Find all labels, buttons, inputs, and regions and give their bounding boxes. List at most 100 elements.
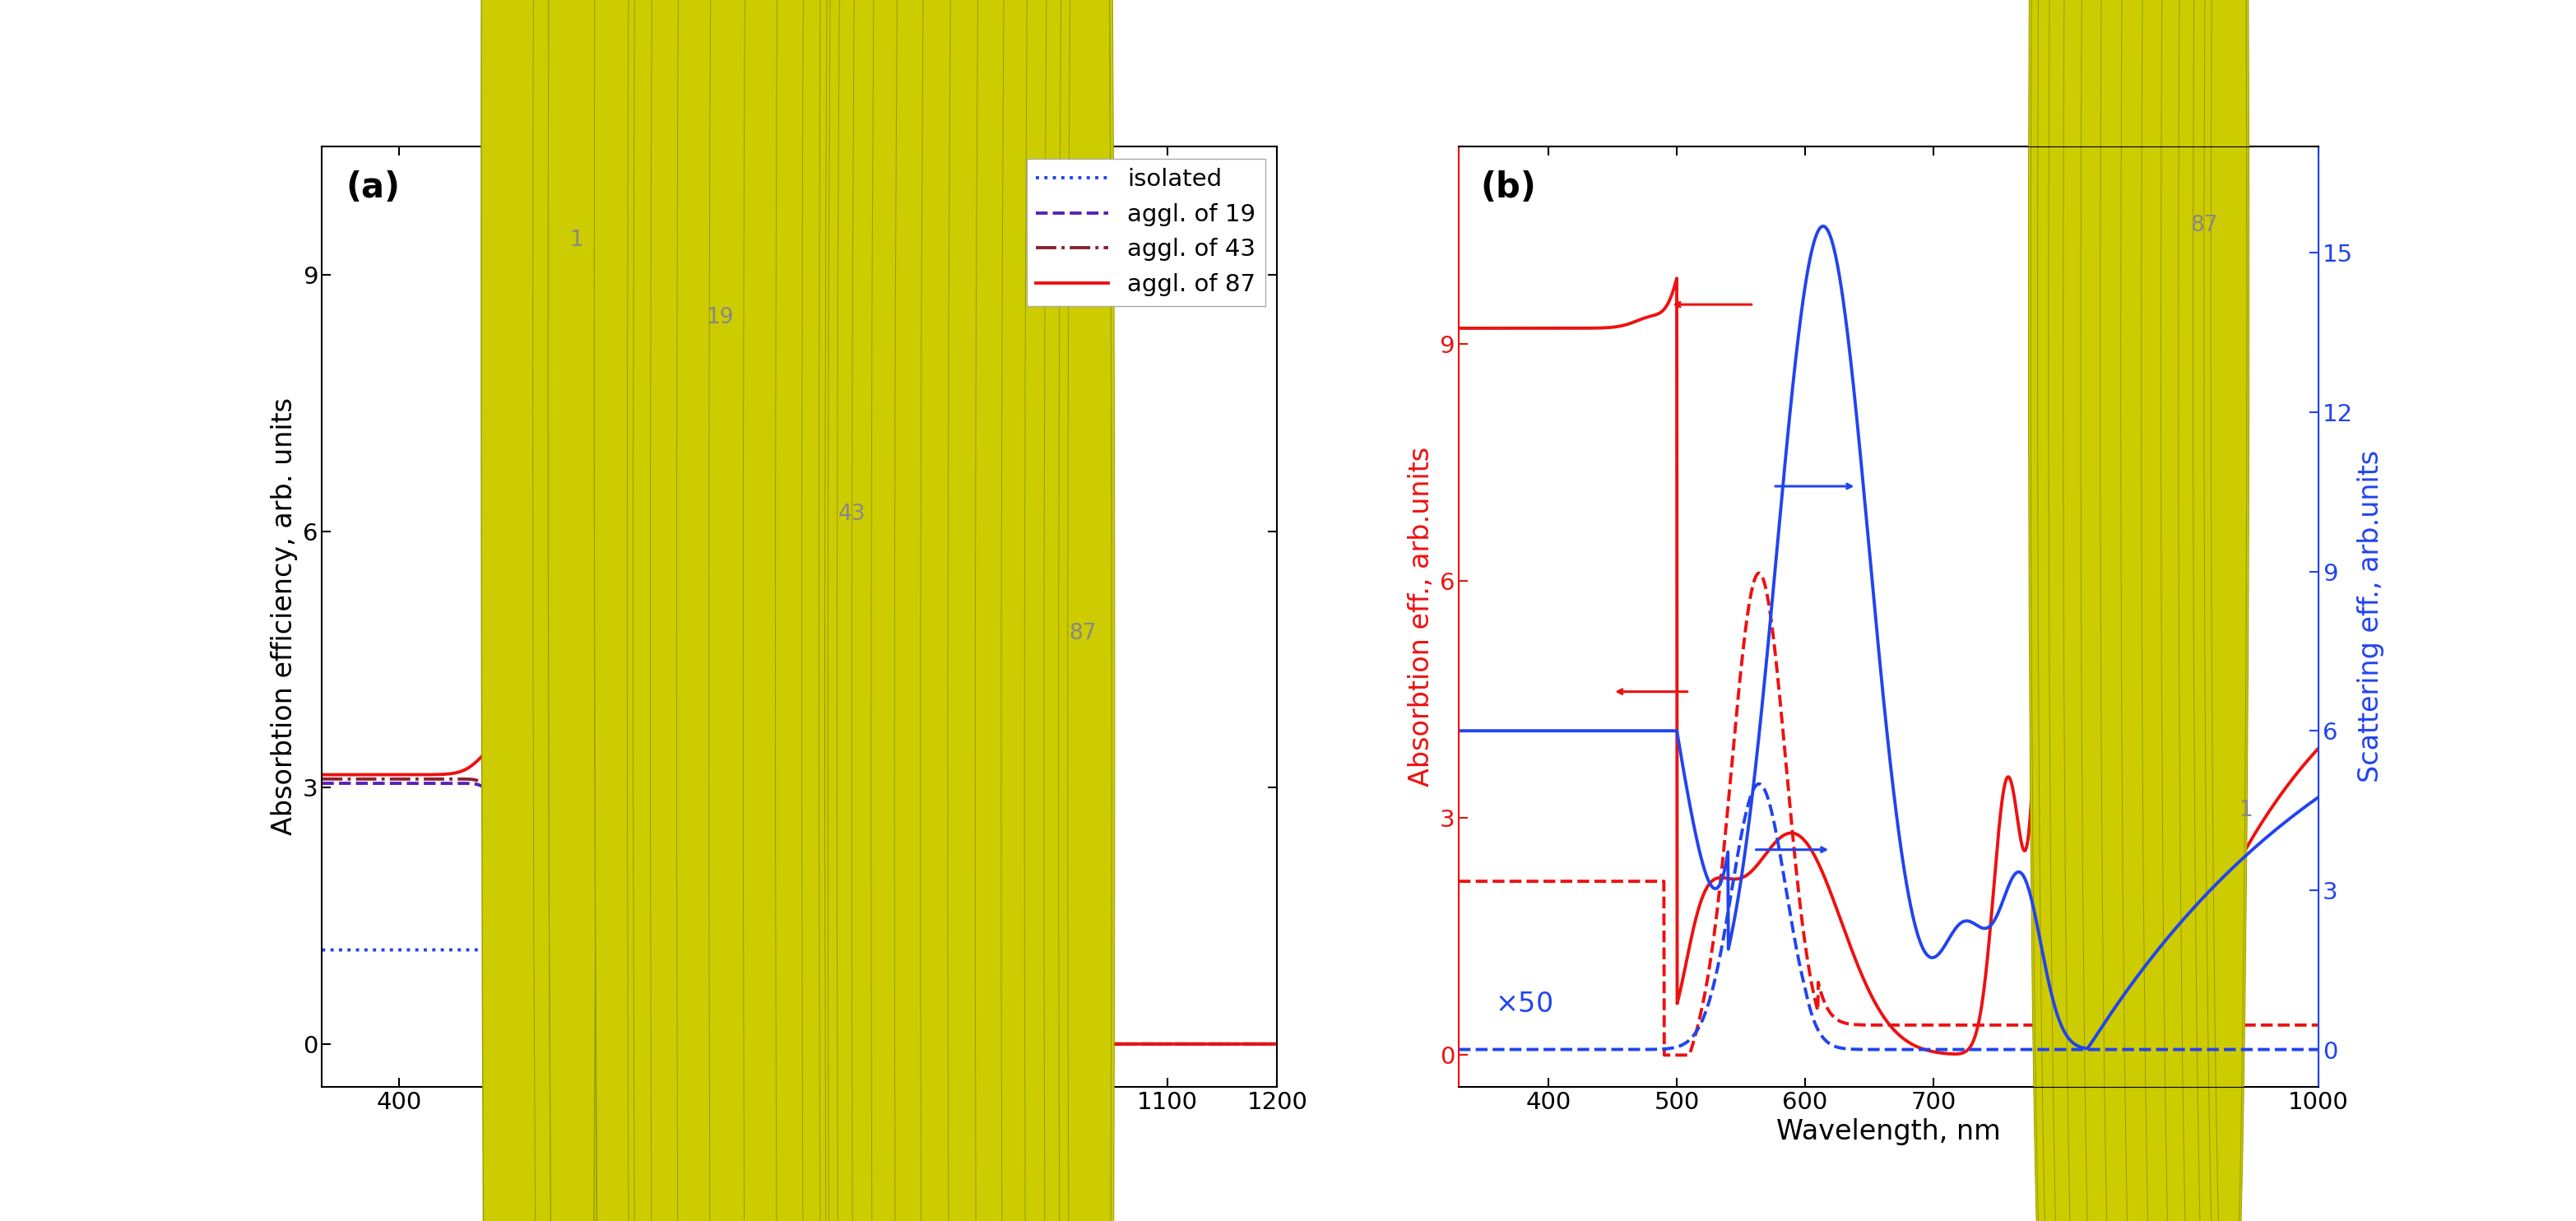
Circle shape — [940, 0, 984, 1221]
Circle shape — [886, 0, 930, 1221]
Circle shape — [2130, 0, 2166, 1221]
Circle shape — [1005, 0, 1048, 1221]
Circle shape — [641, 0, 688, 1221]
Circle shape — [894, 0, 938, 1221]
Circle shape — [920, 0, 963, 1221]
Circle shape — [2105, 0, 2141, 1221]
Circle shape — [649, 0, 698, 1221]
Circle shape — [580, 0, 626, 1221]
Circle shape — [2081, 0, 2117, 1221]
Circle shape — [2146, 0, 2182, 1221]
Circle shape — [2136, 0, 2172, 1221]
Circle shape — [708, 0, 757, 1221]
Circle shape — [1043, 0, 1087, 1221]
Circle shape — [2053, 0, 2089, 1221]
Circle shape — [641, 0, 688, 1221]
Circle shape — [935, 0, 979, 1221]
Circle shape — [819, 0, 868, 1221]
Circle shape — [744, 0, 791, 1221]
Circle shape — [2179, 0, 2215, 1221]
Circle shape — [837, 0, 881, 1221]
Circle shape — [2146, 0, 2182, 1221]
Circle shape — [902, 0, 945, 1221]
Circle shape — [742, 0, 791, 1221]
Circle shape — [1025, 0, 1069, 1221]
Circle shape — [1002, 0, 1048, 1221]
Circle shape — [1036, 0, 1079, 1221]
Circle shape — [2038, 0, 2074, 1221]
Circle shape — [2030, 0, 2066, 1221]
Circle shape — [853, 0, 896, 1221]
Circle shape — [2058, 0, 2094, 1221]
Circle shape — [2136, 0, 2172, 1221]
Circle shape — [791, 0, 840, 1221]
Circle shape — [961, 0, 1005, 1221]
Circle shape — [726, 0, 775, 1221]
Circle shape — [564, 0, 613, 1221]
Circle shape — [2120, 0, 2156, 1221]
Circle shape — [2148, 0, 2184, 1221]
Circle shape — [2048, 0, 2084, 1221]
Circle shape — [2092, 0, 2128, 1221]
Circle shape — [611, 0, 657, 1221]
Circle shape — [670, 0, 716, 1221]
Circle shape — [920, 0, 963, 1221]
Circle shape — [533, 0, 582, 1221]
Circle shape — [902, 0, 945, 1221]
Circle shape — [564, 0, 613, 1221]
Text: 19: 19 — [706, 306, 734, 328]
Circle shape — [2071, 0, 2107, 1221]
Circle shape — [649, 0, 698, 1221]
Circle shape — [2205, 0, 2241, 1221]
Circle shape — [2125, 0, 2161, 1221]
Circle shape — [677, 0, 724, 1221]
Circle shape — [894, 0, 938, 1221]
Circle shape — [891, 0, 935, 1221]
Circle shape — [981, 0, 1025, 1221]
Circle shape — [866, 0, 909, 1221]
Circle shape — [2210, 0, 2246, 1221]
Circle shape — [2143, 0, 2179, 1221]
Circle shape — [979, 0, 1023, 1221]
Circle shape — [2125, 0, 2161, 1221]
Circle shape — [961, 0, 1005, 1221]
Circle shape — [2048, 0, 2084, 1221]
Circle shape — [1066, 0, 1113, 1221]
Circle shape — [1002, 0, 1046, 1221]
Circle shape — [956, 0, 999, 1221]
Circle shape — [801, 0, 850, 1221]
Circle shape — [708, 0, 757, 1221]
Circle shape — [775, 0, 824, 1221]
Circle shape — [858, 0, 902, 1221]
Circle shape — [2063, 0, 2099, 1221]
Circle shape — [1043, 0, 1087, 1221]
Circle shape — [2092, 0, 2128, 1221]
Circle shape — [2166, 0, 2202, 1221]
Circle shape — [2120, 0, 2156, 1221]
Circle shape — [1005, 0, 1048, 1221]
Text: (b): (b) — [1481, 170, 1535, 205]
Circle shape — [2179, 0, 2226, 1221]
Circle shape — [981, 0, 1025, 1221]
Circle shape — [2110, 0, 2146, 1221]
Circle shape — [920, 0, 963, 1221]
Text: 1: 1 — [2239, 800, 2251, 821]
Circle shape — [2071, 0, 2107, 1221]
Circle shape — [482, 0, 559, 1221]
Circle shape — [2115, 0, 2151, 1221]
Circle shape — [824, 0, 873, 1221]
Circle shape — [940, 0, 984, 1221]
Circle shape — [976, 0, 1020, 1221]
Circle shape — [2087, 0, 2123, 1221]
Circle shape — [726, 0, 775, 1221]
Circle shape — [1025, 0, 1069, 1221]
Y-axis label: Absorbtion efficiency, arb. units: Absorbtion efficiency, arb. units — [270, 398, 299, 835]
Circle shape — [858, 0, 902, 1221]
Circle shape — [948, 0, 992, 1221]
Circle shape — [595, 0, 641, 1221]
Circle shape — [742, 0, 791, 1221]
Circle shape — [881, 0, 925, 1221]
Text: (a): (a) — [345, 170, 399, 205]
Circle shape — [2190, 0, 2226, 1221]
Circle shape — [775, 0, 824, 1221]
